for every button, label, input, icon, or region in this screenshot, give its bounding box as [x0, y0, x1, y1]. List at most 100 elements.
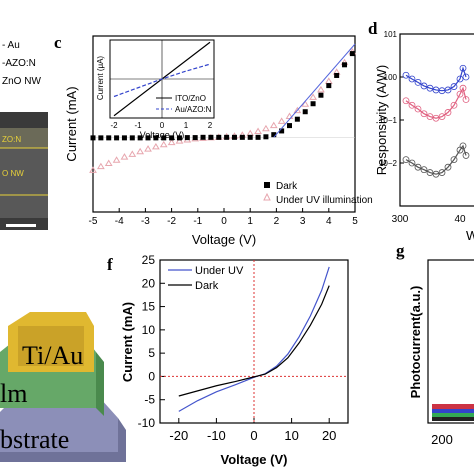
- panel-g-xtick-200: 200: [431, 432, 453, 447]
- panel-d-point: [402, 71, 410, 79]
- panel-c-dark-point: [200, 134, 206, 140]
- panel-d-point: [432, 170, 440, 178]
- panel-d-point: [462, 96, 470, 103]
- panel-f-legend-dark: Dark: [195, 280, 219, 292]
- panel-f-ytick-label: 0: [148, 369, 155, 383]
- panel-d-point: [408, 101, 416, 109]
- panel-d-point: [426, 169, 434, 176]
- panel-f-ticks: -20 -10 0 10 20 -10 -5 0 5 10 15 20 25: [138, 253, 337, 443]
- panel-d-marks: [402, 64, 470, 178]
- panel-d-point: [444, 163, 452, 171]
- panel-c-ylabel: Current (mA): [64, 86, 79, 161]
- panel-d-ytick-label: 100: [384, 73, 398, 82]
- panel-d-point: [414, 105, 422, 113]
- panel-d-point: [420, 82, 428, 90]
- panel-d-ytick-label: 101: [384, 30, 398, 39]
- panel-d-point: [450, 101, 458, 109]
- panel-d-point: [414, 78, 422, 86]
- panel-f-xtick-label: 0: [250, 428, 257, 443]
- panel-c-uv-point: [96, 162, 105, 170]
- panel-c-uv-point: [89, 166, 97, 173]
- panel-c-dark-point: [137, 135, 143, 141]
- sem-nanowire-layer: [0, 148, 48, 218]
- panel-c-legend-uv-marker: [263, 192, 271, 201]
- panel-d-point: [420, 166, 428, 174]
- panel-g-plot-frame: [427, 259, 474, 424]
- panel-f-ytick-label: 10: [142, 323, 156, 337]
- panel-c-dark-point: [255, 134, 261, 140]
- panel-c-uv-point: [293, 106, 302, 114]
- panel-d-point: [459, 142, 467, 150]
- panel-f: f Current (mA) Voltage (V) -20 -10 0 10 20 -1…: [107, 253, 349, 467]
- panel-d-point: [408, 159, 416, 167]
- inset-xtick-label: 0: [160, 121, 165, 130]
- panel-c-xlabel: Voltage (V): [192, 232, 256, 247]
- panel-d-point: [414, 163, 422, 171]
- panel-d-point: [459, 84, 467, 92]
- inset-xtick-label: -1: [134, 121, 142, 130]
- panel-d-point: [420, 110, 428, 118]
- panel-c-xtick-label: 3: [300, 216, 306, 227]
- panel-d-point: [450, 156, 458, 163]
- panel-c-dark-point: [231, 134, 237, 140]
- panel-d-point: [438, 169, 446, 176]
- panel-d-point: [462, 152, 470, 159]
- panel-g-label: g: [396, 241, 405, 260]
- panel-g-curve-band: [432, 409, 474, 413]
- device-schematic: Ti/Au lm bstrate: [0, 312, 126, 462]
- panel-d-xlabel-fragment: W: [466, 228, 474, 243]
- panel-d-point: [456, 90, 464, 98]
- panel-f-legend-uv: Under UV: [195, 265, 244, 277]
- panel-d-point: [402, 156, 410, 163]
- inset-xlabel: Voltage (V): [140, 130, 185, 140]
- panel-c-xtick-label: 5: [352, 216, 358, 227]
- panel-c-dark-point: [90, 135, 96, 141]
- panel-c-uv-point: [151, 142, 160, 150]
- panel-c-uv-point: [262, 124, 270, 132]
- panel-c-dark-point: [302, 109, 308, 115]
- panel-c-xtick-label: -4: [115, 216, 124, 227]
- panel-c-xtick-label: -5: [89, 216, 98, 227]
- panel-c-dark-point: [184, 135, 190, 141]
- panel-d-ytick-label: 10−2: [379, 159, 398, 168]
- panel-c-dark-point: [106, 135, 112, 141]
- panel-c-dark-point: [208, 134, 214, 140]
- panel-c-dark-point: [169, 135, 175, 141]
- panel-a-legend-azo: -AZO:N: [2, 58, 36, 69]
- panel-d-point: [462, 73, 470, 81]
- panel-d: d Responsivity (A/W) 300 40 W 10−210−110…: [368, 19, 474, 243]
- panel-c-legend-dark: Dark: [276, 181, 298, 192]
- sem-scale-bar: [6, 224, 36, 227]
- panel-c-dark-point: [216, 134, 222, 140]
- electrode-label: Ti/Au: [22, 341, 83, 370]
- panel-c-inset: -2 -1 0 1 2 Current (μA) Voltage (V) ITO/ZnO…: [96, 39, 215, 140]
- panel-c-uv-point: [317, 85, 325, 93]
- panel-c-uv-point: [324, 77, 333, 84]
- electrode-face: [18, 326, 84, 366]
- panel-c-dark-point: [271, 132, 277, 138]
- panel-c-xtick-label: 1: [247, 216, 253, 227]
- panel-c-uv-point: [128, 150, 137, 157]
- panel-f-ytick-label: 25: [142, 253, 156, 267]
- panel-c-uv-point: [254, 127, 262, 134]
- panel-c-dark-point: [334, 72, 340, 78]
- panel-c-dark-point: [153, 135, 159, 141]
- panel-d-point: [402, 97, 410, 105]
- panel-f-label: f: [107, 255, 113, 274]
- sem-label-nw: O NW: [2, 169, 24, 178]
- panel-d-point: [456, 75, 464, 83]
- panel-d-point: [444, 86, 452, 94]
- panel-d-point: [426, 113, 434, 120]
- panel-c-dark-point: [145, 135, 151, 141]
- panel-c-uv-point: [285, 112, 294, 120]
- panel-f-ylabel: Current (mA): [120, 302, 135, 382]
- inset-xtick-label: -2: [110, 121, 118, 130]
- panel-c-dark-point: [263, 134, 269, 140]
- panel-c-dark-point: [349, 51, 355, 57]
- panel-c-xtick-label: 2: [274, 216, 280, 227]
- substrate-label: bstrate: [0, 425, 69, 454]
- panel-c-uv-point: [175, 137, 184, 144]
- panel-c-uv-point: [159, 140, 168, 148]
- panel-f-uv-line: [178, 266, 330, 412]
